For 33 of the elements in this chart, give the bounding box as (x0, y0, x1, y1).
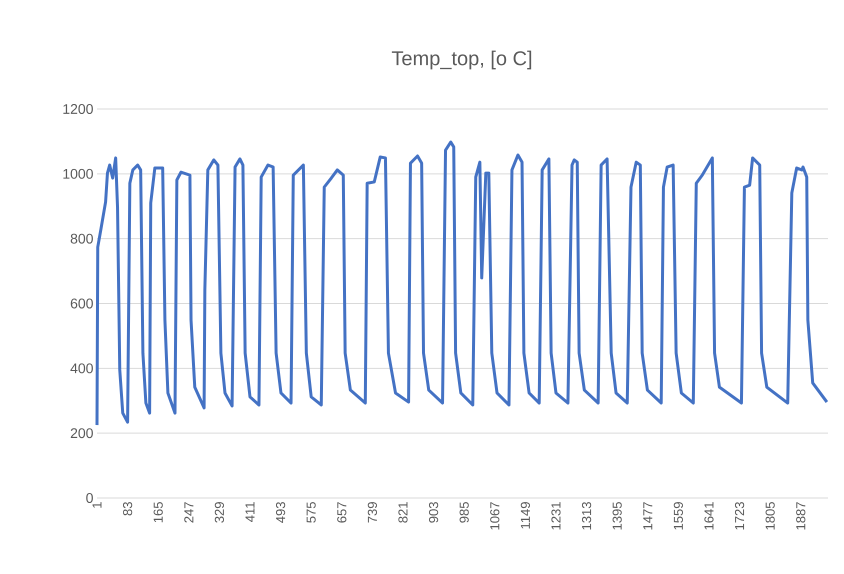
x-tick-label: 329 (214, 502, 224, 523)
x-tick-label: 1067 (490, 502, 500, 530)
x-tick-label: 1559 (674, 502, 683, 530)
x-tick-label: 83 (122, 502, 132, 516)
x-tick-label: 1723 (734, 502, 744, 530)
x-tick-label: 1887 (796, 502, 806, 530)
x-tick-label: 985 (460, 502, 469, 523)
y-tick-label: 0 (86, 493, 93, 503)
x-tick-label: 657 (337, 502, 346, 523)
x-tick-label: 1 (92, 502, 102, 508)
y-tick-label: 1200 (63, 104, 93, 114)
x-tick-label: 1641 (704, 502, 714, 530)
x-tick-label: 903 (428, 502, 438, 523)
y-tick-label: 800 (70, 234, 93, 244)
x-tick-label: 1231 (551, 502, 561, 530)
x-tick-label: 493 (276, 502, 286, 523)
x-tick-label: 1149 (520, 502, 530, 528)
x-tick-label: 411 (246, 502, 254, 522)
x-tick-label: 1805 (766, 502, 775, 530)
chart-title: Temp_top, [o C] (392, 50, 532, 70)
x-tick-label: 247 (184, 502, 194, 523)
y-tick-label: 1000 (63, 168, 93, 179)
y-tick-label: 200 (70, 428, 93, 438)
x-tick-label: 1313 (582, 502, 592, 530)
x-tick-label: 165 (154, 502, 163, 522)
x-tick-label: 1395 (612, 502, 622, 530)
line-series (96, 140, 828, 427)
x-tick-label: 1477 (643, 502, 652, 530)
x-tick-label: 575 (306, 502, 316, 523)
y-tick-label: 600 (70, 298, 93, 308)
y-tick-label: 400 (70, 363, 93, 374)
x-tick-label: 739 (368, 502, 377, 523)
x-tick-label: 821 (398, 502, 408, 523)
